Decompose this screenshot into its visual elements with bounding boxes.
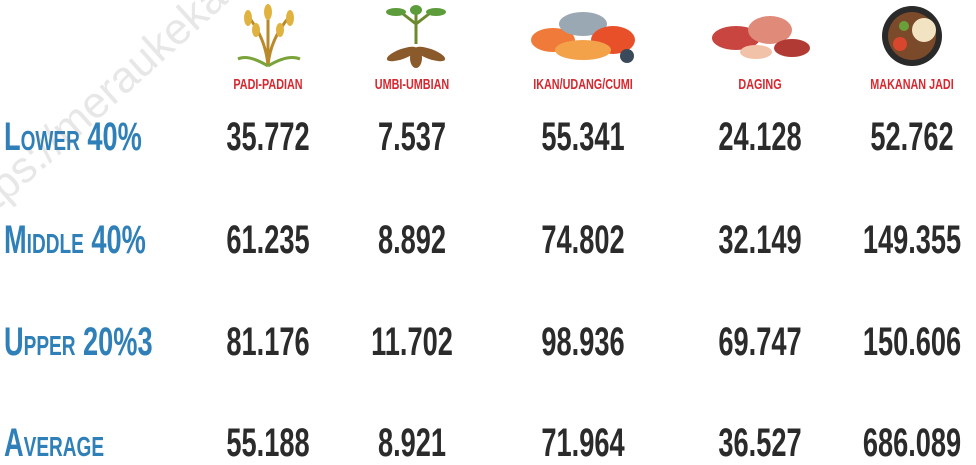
seafood-icon xyxy=(523,4,643,68)
infographic-table: PADI-PADIAN UMBI-UMBIAN IKAN/UDANG/CUMI DAG… xyxy=(0,0,976,463)
rice-icon xyxy=(218,4,318,68)
value-cell: 24.128 xyxy=(692,117,828,157)
row-label: Upper 20%3 xyxy=(4,322,153,362)
value-cell: 61.235 xyxy=(200,220,336,260)
value-cell: 71.964 xyxy=(515,423,651,463)
value-cell: 11.702 xyxy=(344,322,480,362)
value-cell: 8.921 xyxy=(344,423,480,463)
column-header: DAGING xyxy=(695,76,825,93)
value-cell: 8.892 xyxy=(344,220,480,260)
value-cell: 69.747 xyxy=(692,322,828,362)
value-cell: 7.537 xyxy=(344,117,480,157)
value-cell: 150.606 xyxy=(844,322,976,362)
column-header: IKAN/UDANG/CUMI xyxy=(518,76,648,93)
value-cell: 81.176 xyxy=(200,322,336,362)
value-cell: 36.527 xyxy=(692,423,828,463)
column-header: UMBI-UMBIAN xyxy=(347,76,477,93)
page: {"table": { "columns": ["PADI-PADIAN", "… xyxy=(0,0,976,463)
row-label: Lower 40% xyxy=(4,117,142,157)
cassava-icon xyxy=(366,4,466,68)
column-header: PADI-PADIAN xyxy=(203,76,333,93)
dish-icon xyxy=(862,4,962,68)
row-label: Average xyxy=(4,423,104,463)
row-label: Middle 40% xyxy=(4,220,146,260)
value-cell: 686.089 xyxy=(844,423,976,463)
value-cell: 35.772 xyxy=(200,117,336,157)
column-header: MAKANAN JADI xyxy=(847,76,976,93)
value-cell: 55.341 xyxy=(515,117,651,157)
value-cell: 55.188 xyxy=(200,423,336,463)
value-cell: 52.762 xyxy=(844,117,976,157)
value-cell: 149.355 xyxy=(844,220,976,260)
value-cell: 74.802 xyxy=(515,220,651,260)
value-cell: 32.149 xyxy=(692,220,828,260)
meat-icon xyxy=(706,4,816,68)
value-cell: 98.936 xyxy=(515,322,651,362)
